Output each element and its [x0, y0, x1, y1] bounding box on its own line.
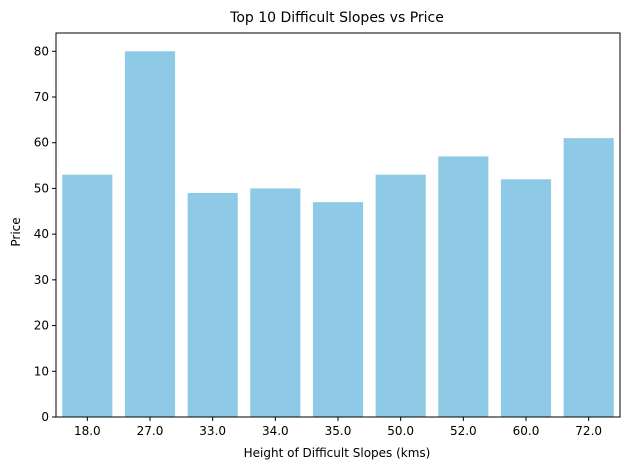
x-tick-label: 33.0 — [199, 424, 226, 438]
y-tick-label: 40 — [34, 227, 49, 241]
bar-35.0 — [312, 202, 364, 417]
y-tick-label: 70 — [34, 90, 49, 104]
chart-title: Top 10 Difficult Slopes vs Price — [229, 10, 444, 26]
bars-layer — [62, 51, 614, 418]
plot-frame — [55, 32, 621, 418]
x-tick-label: 35.0 — [325, 424, 352, 438]
bar-60.0 — [500, 179, 552, 417]
x-axis-ticks: 18.0 27.0 33.0 34.0 35.0 50.0 52.0 60.0 72.0 — [74, 417, 602, 438]
y-axis-ticks: 0 10 20 30 40 50 60 70 80 — [34, 44, 56, 424]
x-tick-label: 60.0 — [513, 424, 540, 438]
y-tick-label: 20 — [34, 319, 49, 333]
y-tick-label: 60 — [34, 136, 49, 150]
bar-72.0 — [563, 138, 614, 417]
x-tick-label: 18.0 — [74, 424, 101, 438]
x-tick-label: 72.0 — [575, 424, 602, 438]
x-tick-label: 50.0 — [387, 424, 414, 438]
bar-50.0 — [375, 174, 426, 417]
y-tick-label: 10 — [34, 364, 49, 378]
x-tick-label: 52.0 — [450, 424, 477, 438]
bar-34.0 — [250, 188, 301, 417]
y-tick-label: 80 — [34, 44, 49, 58]
y-tick-label: 50 — [34, 181, 49, 195]
x-axis-label: Height of Difficult Slopes (kms) — [244, 446, 431, 460]
bar-52.0 — [438, 156, 489, 417]
y-axis-label: Price — [9, 217, 23, 246]
x-tick-label: 27.0 — [137, 424, 164, 438]
x-tick-label: 34.0 — [262, 424, 289, 438]
bar-27.0 — [124, 51, 176, 418]
bar-33.0 — [187, 193, 238, 417]
bar-18.0 — [62, 174, 113, 417]
y-tick-label: 30 — [34, 273, 49, 287]
y-tick-label: 0 — [41, 410, 49, 424]
